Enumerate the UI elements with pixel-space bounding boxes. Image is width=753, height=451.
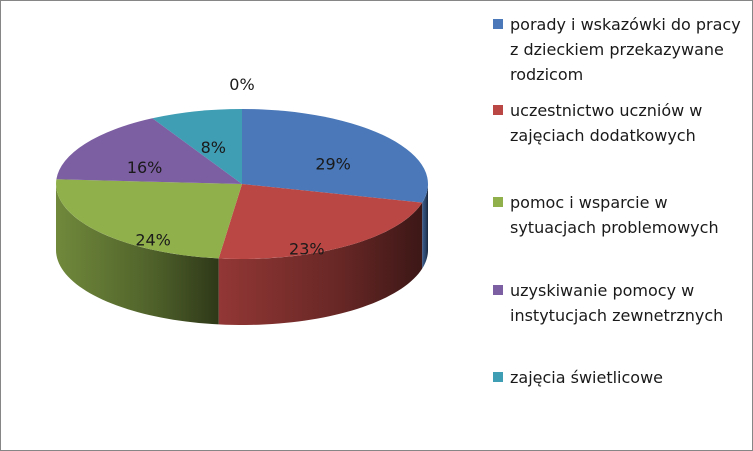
slice-value-label: 16% — [127, 158, 163, 177]
legend-item: zajęcia świetlicowe — [493, 365, 742, 390]
pie-slice — [218, 184, 423, 260]
legend-swatch — [493, 197, 503, 207]
legend-swatch — [493, 19, 503, 29]
legend-swatch — [493, 372, 503, 382]
pie-side-wall — [422, 184, 428, 269]
pie-slice — [242, 109, 429, 203]
legend-item: uzyskiwanie pomocy w instytucjach zewnet… — [493, 278, 742, 328]
legend-label: zajęcia świetlicowe — [510, 368, 664, 387]
zero-value-label: 0% — [229, 75, 254, 94]
slice-value-label: 24% — [135, 231, 171, 250]
legend-item: pomoc i wsparcie w sytuacjach problemowy… — [493, 190, 742, 240]
slice-value-label: 29% — [315, 155, 351, 174]
legend-swatch — [493, 105, 503, 115]
pie-labels: 29% 23% 24% 16% 8% 0% — [127, 75, 351, 259]
pie-side-wall — [218, 202, 423, 325]
legend-label: uzyskiwanie pomocy w instytucjach zewnet… — [510, 281, 724, 325]
pie-slice — [56, 118, 243, 184]
legend-swatch — [493, 285, 503, 295]
slice-value-label: 8% — [201, 138, 226, 157]
legend-label: uczestnictwo uczniów w zajęciach dodatko… — [510, 101, 703, 145]
pie-slice — [152, 109, 242, 184]
pie-side-walls — [56, 184, 428, 325]
pie-top — [56, 109, 429, 260]
pie-slice — [56, 179, 242, 259]
legend-item: uczestnictwo uczniów w zajęciach dodatko… — [493, 98, 742, 148]
pie-side-wall — [56, 184, 219, 325]
legend-label: porady i wskazówki do pracy z dzieckiem … — [510, 15, 741, 84]
slice-value-label: 23% — [289, 240, 325, 259]
legend-item: porady i wskazówki do pracy z dzieckiem … — [493, 12, 742, 87]
legend-label: pomoc i wsparcie w sytuacjach problemowy… — [510, 193, 719, 237]
